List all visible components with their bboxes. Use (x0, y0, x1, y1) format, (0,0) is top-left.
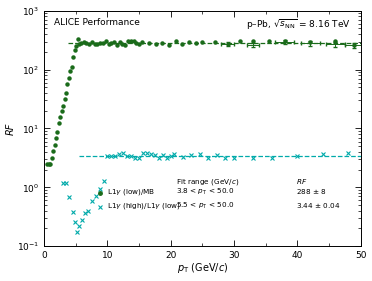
Text: 5.5 < $p_{\rm T}$ < 50.0: 5.5 < $p_{\rm T}$ < 50.0 (176, 201, 234, 211)
Y-axis label: RF: RF (6, 122, 16, 135)
Text: 3.8 < $p_{\rm T}$ < 50.0: 3.8 < $p_{\rm T}$ < 50.0 (176, 187, 234, 197)
Text: p–Pb, $\sqrt{s_{\mathrm{NN}}}$ = 8.16 TeV: p–Pb, $\sqrt{s_{\mathrm{NN}}}$ = 8.16 Te… (247, 18, 351, 32)
Text: ALICE Performance: ALICE Performance (54, 18, 140, 27)
Text: 288 $\pm$ 8: 288 $\pm$ 8 (296, 187, 327, 196)
Text: Fit range (GeV/$c$): Fit range (GeV/$c$) (176, 177, 239, 187)
Text: $RF$: $RF$ (296, 177, 307, 186)
Text: L1$\gamma$ (low)/MB: L1$\gamma$ (low)/MB (108, 187, 156, 197)
X-axis label: $p_{\rm T}$ (GeV/$c$): $p_{\rm T}$ (GeV/$c$) (177, 261, 228, 275)
Text: 3.44 $\pm$ 0.04: 3.44 $\pm$ 0.04 (296, 201, 340, 210)
Text: L1$\gamma$ (high)/L1$\gamma$ (low): L1$\gamma$ (high)/L1$\gamma$ (low) (108, 201, 181, 211)
